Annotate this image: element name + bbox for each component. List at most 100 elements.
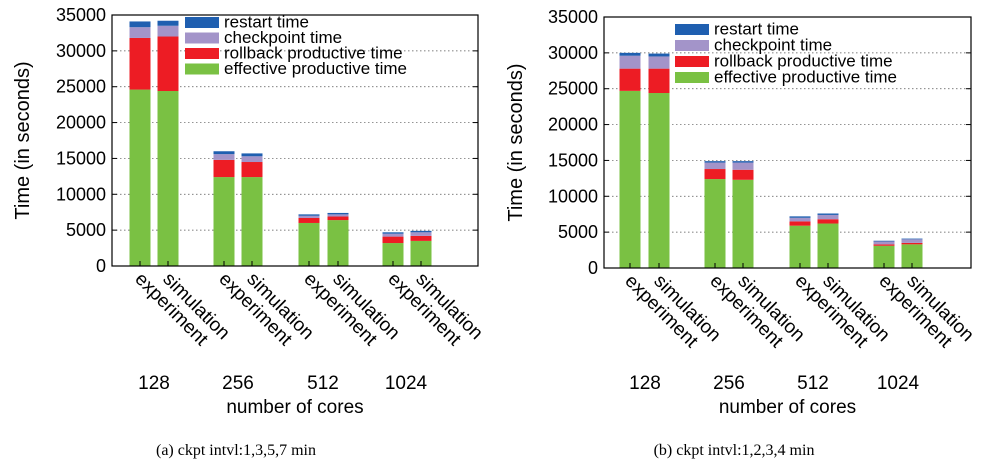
chart-b-bar-segment <box>817 213 839 215</box>
chart-a-bar-segment <box>213 151 235 155</box>
chart-a-legend-label: restart time <box>224 13 309 32</box>
chart-a-bar-segment <box>129 37 151 90</box>
chart-a-legend-label: checkpoint time <box>224 28 342 47</box>
chart-a-bar-segment <box>382 243 404 266</box>
chart-b-bar-segment <box>648 68 670 94</box>
chart-a-bar-segment <box>327 220 349 266</box>
chart-a-bar-segment <box>157 91 179 266</box>
chart-b-ytick-label: 30000 <box>548 43 598 63</box>
chart-a-legend-swatch <box>185 32 219 44</box>
chart-a-bar-segment <box>382 232 404 234</box>
chart-a-bar-segment <box>241 153 263 157</box>
chart-b-ytick-label: 5000 <box>558 222 598 242</box>
chart-b-bar-segment <box>704 169 726 180</box>
chart-b-bar-segment <box>901 242 923 245</box>
chart-b-group-label: 1024 <box>877 373 920 394</box>
chart-b: (b) ckpt intvl:1,2,3,4 min 0 5000 10000 150… <box>505 7 978 459</box>
chart-a-bar-segment <box>241 156 263 163</box>
chart-b-bar-segment <box>817 219 839 224</box>
chart-a-bar-segment <box>382 233 404 237</box>
chart-b-group-label: 512 <box>797 373 829 394</box>
chart-a-bar-segment <box>298 214 320 216</box>
chart-a-legend-swatch <box>185 48 219 59</box>
chart-b-ytick-label: 15000 <box>548 150 598 170</box>
chart-a-legend-label: effective productive time <box>224 59 407 78</box>
chart-b-bar-segment <box>789 225 811 268</box>
chart-b-group-label: 256 <box>713 373 745 394</box>
chart-a-bar-segment <box>157 20 179 26</box>
chart-a-legend-swatch <box>185 17 219 28</box>
chart-b-ytick-label: 25000 <box>548 79 598 99</box>
chart-b-bar-segment <box>873 244 895 246</box>
chart-b-legend-label: effective productive time <box>714 68 897 87</box>
chart-b-legend-label: rollback productive time <box>714 52 893 71</box>
chart-b-bar-segment <box>704 161 726 163</box>
chart-a-plot-frame <box>111 14 479 267</box>
chart-a-group-label: 512 <box>307 373 339 394</box>
chart-a-bar-segment <box>129 27 151 38</box>
chart-b-caption: (b) ckpt intvl:1,2,3,4 min <box>654 442 815 459</box>
chart-a-bar-segment <box>410 232 432 236</box>
chart-a-ytick-label: 35000 <box>56 5 106 25</box>
chart-a-bar-segment <box>298 217 320 223</box>
chart-b-plot-frame <box>603 16 972 269</box>
chart-a-bar-segment <box>382 236 404 244</box>
chart-a-ytick-label: 5000 <box>66 220 106 240</box>
chart-a: (a) ckpt intvl:1,3,5,7 min 0 5000 10000 150… <box>12 5 487 459</box>
chart-a-bar-segment <box>157 36 179 92</box>
chart-a-legend-swatch <box>185 63 219 75</box>
chart-b-legend-swatch <box>675 72 709 83</box>
chart-a-bar-segment <box>298 215 320 218</box>
chart-a-ytick-label: 25000 <box>56 77 106 97</box>
chart-a-legend-label: rollback productive time <box>224 44 403 63</box>
chart-b-bar-segment <box>732 179 754 268</box>
chart-b-bar-segment <box>619 55 641 69</box>
chart-b-bar-segment <box>619 90 641 268</box>
chart-a-bar-segment <box>298 222 320 266</box>
chart-a-bar-segment <box>129 89 151 266</box>
chart-a-bar-segment <box>213 154 235 160</box>
chart-a-caption: (a) ckpt intvl:1,3,5,7 min <box>156 442 316 459</box>
chart-a-bar-segment <box>327 212 349 215</box>
chart-b-bar-segment <box>817 223 839 268</box>
chart-b-legend-swatch <box>675 24 709 35</box>
chart-b-bar-segment <box>732 161 754 163</box>
chart-a-xlabel: number of cores <box>226 397 363 418</box>
chart-b-bar-segment <box>648 93 670 268</box>
chart-a-ytick-label: 20000 <box>56 113 106 133</box>
chart-b-bar-segment <box>901 238 923 240</box>
chart-b-bar-segment <box>704 179 726 268</box>
chart-b-ylabel: Time (in seconds) <box>505 63 527 221</box>
chart-a-bar-segment <box>241 162 263 178</box>
chart-b-bar-segment <box>901 244 923 268</box>
chart-b-bar-segment <box>873 241 895 245</box>
chart-b-ytick-label: 35000 <box>548 7 598 27</box>
chart-b-legend-label: checkpoint time <box>714 36 832 55</box>
chart-a-group-label: 256 <box>222 373 254 394</box>
chart-b-ytick-label: 20000 <box>548 115 598 135</box>
chart-a-bar-segment <box>213 177 235 266</box>
chart-b-bar-segment <box>789 216 811 218</box>
chart-b-bar-segment <box>789 221 811 226</box>
chart-b-bar-segment <box>873 240 895 242</box>
chart-a-bar-segment <box>327 216 349 221</box>
chart-b-bar-segment <box>648 56 670 69</box>
chart-a-bar-segment <box>213 159 235 178</box>
chart-b-bar-segment <box>873 245 895 268</box>
chart-a-ytick-label: 30000 <box>56 41 106 61</box>
chart-b-xlabel: number of cores <box>719 397 856 418</box>
chart-b-group-label: 128 <box>629 373 661 394</box>
chart-a-bar-segment <box>327 214 349 217</box>
chart-a-ytick-label: 10000 <box>56 184 106 204</box>
chart-b-ytick-label: 10000 <box>548 186 598 206</box>
chart-b-bar-segment <box>817 214 839 220</box>
chart-b-bar-segment <box>704 162 726 170</box>
chart-b-legend-label: restart time <box>714 20 799 39</box>
chart-a-bar-segment <box>129 21 151 28</box>
chart-b-legend-swatch <box>675 56 709 67</box>
chart-b-bar-segment <box>789 217 811 222</box>
chart-b-bar-segment <box>648 53 670 57</box>
chart-a-ytick-label: 15000 <box>56 148 106 168</box>
chart-a-ylabel: Time (in seconds) <box>12 61 34 219</box>
